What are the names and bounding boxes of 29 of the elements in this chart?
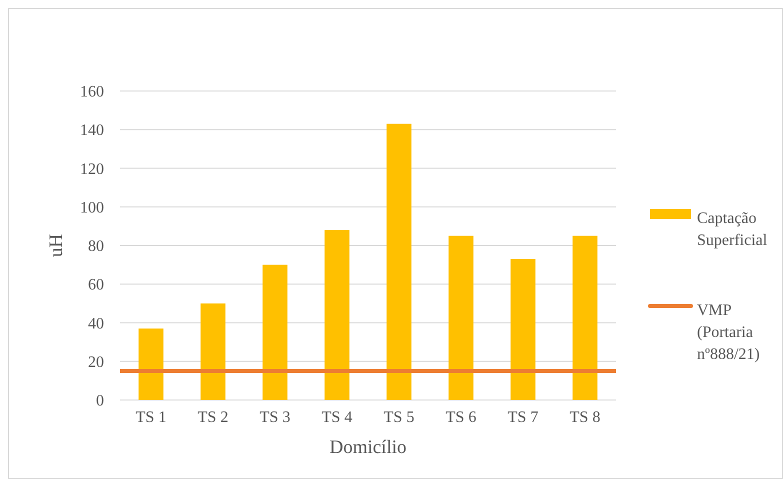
- x-tick-label: TS 5: [384, 409, 414, 426]
- x-tick-label: TS 7: [508, 409, 538, 426]
- legend-label: VMP (Portaria nº888/21): [697, 302, 760, 363]
- bar: [448, 236, 474, 400]
- y-tick-label: 140: [80, 122, 104, 140]
- bar: [200, 303, 226, 400]
- bar: [262, 264, 288, 400]
- x-tick-label: TS 8: [570, 409, 600, 426]
- y-tick-label: 120: [80, 160, 104, 178]
- bar: [510, 259, 536, 400]
- x-tick-label: TS 6: [446, 409, 476, 426]
- bar: [138, 328, 164, 400]
- y-tick-label: 0: [96, 392, 104, 410]
- y-tick-label: 100: [80, 199, 104, 216]
- x-tick-label: TS 1: [136, 409, 166, 426]
- bar: [386, 124, 412, 400]
- y-tick-label: 80: [88, 238, 104, 256]
- x-tick-label: TS 3: [260, 409, 290, 426]
- y-tick-label: 160: [80, 84, 104, 101]
- x-axis-title: Domicílio: [329, 437, 407, 458]
- x-tick-label: TS 2: [198, 409, 228, 426]
- x-tick-label: TS 4: [322, 409, 352, 426]
- legend-label: Captação Superficial: [697, 210, 768, 249]
- bar: [572, 236, 598, 400]
- y-tick-label: 40: [88, 315, 104, 332]
- bar: [324, 230, 350, 400]
- y-axis-title: uH: [46, 234, 67, 258]
- y-tick-label: 60: [88, 276, 104, 294]
- y-tick-label: 20: [88, 354, 104, 371]
